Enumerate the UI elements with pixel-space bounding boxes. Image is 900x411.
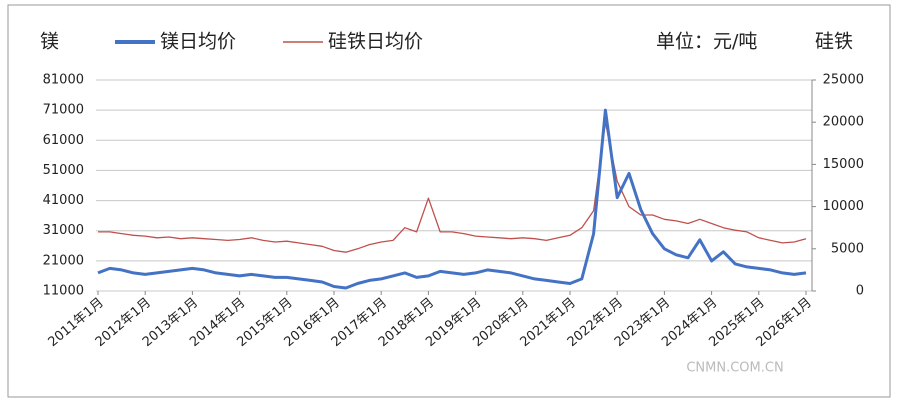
y-tick-label: 51000	[43, 163, 84, 178]
y2-axis-label: 硅铁	[815, 31, 853, 53]
y-tick-label: 41000	[43, 193, 84, 208]
y-tick-label: 81000	[43, 73, 84, 88]
legend-label: 镁日均价	[160, 31, 236, 53]
y-tick-label: 21000	[43, 253, 84, 268]
y-tick-label: 11000	[43, 284, 84, 299]
y-tick-label: 71000	[43, 103, 84, 118]
unit-note: 单位：元/吨	[656, 31, 757, 53]
y2-tick-label: 10000	[823, 199, 864, 214]
legend-label: 硅铁日均价	[328, 31, 423, 53]
y2-tick-label: 5000	[831, 241, 864, 256]
y2-tick-label: 15000	[823, 157, 864, 172]
y2-tick-label: 20000	[823, 115, 864, 130]
y-tick-label: 31000	[43, 223, 84, 238]
y-axis-label: 镁	[40, 31, 59, 53]
watermark: CNMN.COM.CN	[686, 361, 783, 376]
series-line	[97, 108, 807, 290]
y-tick-label: 61000	[43, 133, 84, 148]
y2-tick-label: 0	[856, 284, 864, 299]
y2-tick-label: 25000	[823, 73, 864, 88]
series-line	[98, 121, 807, 253]
